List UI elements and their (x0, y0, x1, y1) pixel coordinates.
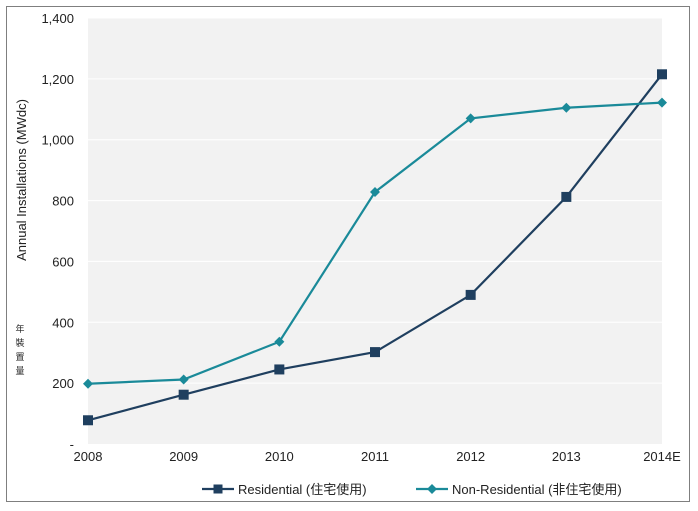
y-axis-label-cjk-char: 置 (15, 352, 24, 363)
y-tick-label: 800 (52, 194, 74, 209)
y-axis-label-cjk-char: 年 (15, 323, 24, 335)
data-point (561, 102, 572, 113)
legend: Residential (住宅使用) Non-Residential (非住宅使用… (202, 482, 622, 497)
legend-marker (213, 484, 223, 494)
x-tick-label: 2011 (361, 449, 389, 464)
legend-marker (427, 484, 437, 494)
data-point (657, 69, 667, 80)
x-tick-label: 2009 (169, 449, 198, 464)
data-point (657, 97, 667, 108)
data-point (465, 289, 476, 300)
data-point (274, 336, 285, 347)
data-point (83, 378, 93, 389)
y-tick-label: 1,000 (41, 133, 74, 148)
x-tick-label: 2012 (456, 449, 485, 464)
y-tick-label: 600 (52, 254, 74, 269)
data-point (370, 187, 380, 198)
y-axis-ticks: - 200 400 600 800 1,000 1,200 1,400 (41, 11, 74, 452)
y-tick-label: 1,200 (41, 72, 74, 87)
data-point (83, 415, 93, 426)
data-point (561, 191, 572, 202)
y-axis-label-cjk-char: 量 (15, 366, 24, 377)
data-point (274, 364, 285, 375)
y-tick-label: 200 (52, 376, 74, 391)
y-tick-label: 400 (52, 315, 74, 330)
y-tick-label: 1,400 (41, 11, 74, 26)
x-axis-ticks: 2008 2009 2010 2011 2012 2013 2014E (74, 449, 682, 464)
y-axis-label-cjk-char: 裝 (15, 337, 24, 349)
y-tick-label: - (70, 437, 74, 452)
plot-area (88, 18, 662, 444)
x-tick-label: 2008 (74, 449, 103, 464)
x-tick-label: 2013 (552, 449, 581, 464)
series-layer (83, 69, 667, 426)
legend-label: Non-Residential (非住宅使用) (452, 482, 622, 497)
data-point (178, 374, 189, 385)
data-point (465, 113, 476, 124)
data-point (178, 389, 189, 400)
legend-label: Residential (住宅使用) (238, 482, 367, 497)
y-axis-label: Annual Installations (MWdc) (14, 99, 29, 261)
data-point (370, 347, 380, 358)
x-tick-label: 2010 (265, 449, 294, 464)
x-tick-label: 2014E (643, 449, 681, 464)
